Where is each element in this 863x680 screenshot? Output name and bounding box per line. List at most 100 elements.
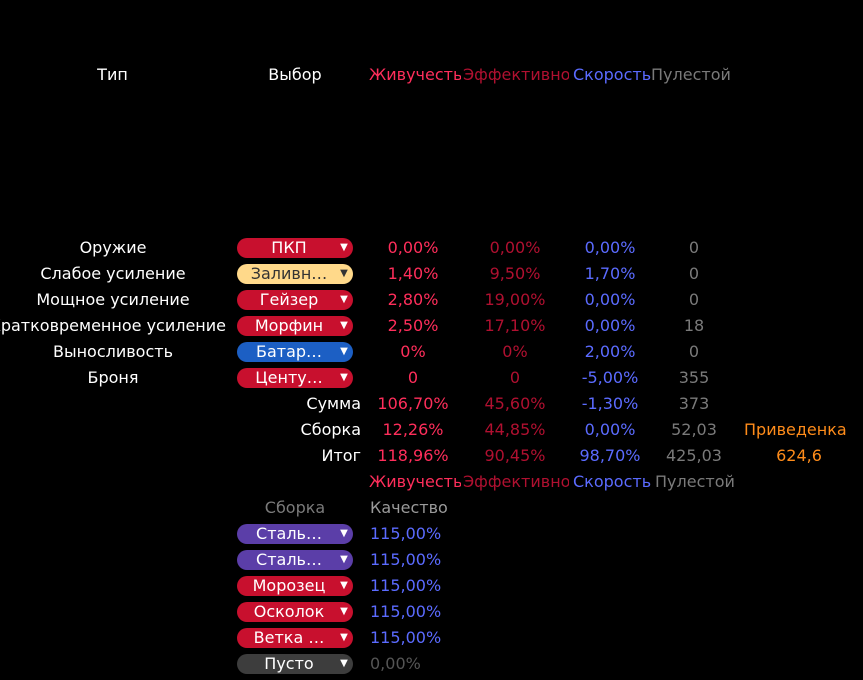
- dropdown-label: Сталь…: [256, 524, 322, 543]
- empty-value: 425,03: [666, 446, 722, 465]
- quality-value: 115,00%: [370, 602, 442, 621]
- vitality-value: 0,00%: [387, 238, 439, 257]
- speed-value: 2,00%: [584, 342, 636, 361]
- dropdown-label: ПКП: [271, 238, 307, 257]
- speed-value: 0,00%: [584, 316, 636, 335]
- row-name: Мощное усиление: [36, 290, 190, 309]
- dropdown-arrow-icon: ▼: [340, 658, 348, 669]
- build-dropdown[interactable]: Морозец ▼: [237, 576, 353, 596]
- header-empty: Пулестой: [651, 65, 731, 84]
- dropdown-label: Сталь…: [256, 550, 322, 569]
- header-speed: Скорость: [573, 65, 652, 84]
- efficiency-value: 45,60%: [484, 394, 546, 413]
- empty-value: 0: [688, 238, 700, 257]
- efficiency-value: 17,10%: [484, 316, 546, 335]
- build-dropdown[interactable]: Ветка … ▼: [237, 628, 353, 648]
- vitality-value: 0: [407, 368, 419, 387]
- quality-value: 0,00%: [370, 654, 421, 673]
- empty-value: 0: [688, 342, 700, 361]
- header-choice: Выбор: [268, 65, 322, 84]
- build-dropdown[interactable]: Сталь… ▼: [237, 524, 353, 544]
- strong-boost-dropdown[interactable]: Гейзер ▼: [237, 290, 353, 310]
- header2-vitality: Живучесть: [369, 472, 461, 491]
- empty-value: 373: [678, 394, 710, 413]
- quality-value: 115,00%: [370, 576, 442, 595]
- quality-value: 115,00%: [370, 628, 442, 647]
- vitality-value: 106,70%: [377, 394, 449, 413]
- vitality-value: 2,80%: [387, 290, 439, 309]
- empty-value: 0: [688, 290, 700, 309]
- row-name: Выносливость: [52, 342, 174, 361]
- header2-speed: Скорость: [573, 472, 652, 491]
- header2-efficiency: Эффективность: [463, 472, 569, 491]
- dropdown-arrow-icon: ▼: [340, 242, 348, 253]
- empty-value: 355: [678, 368, 710, 387]
- quality-header: Качество: [370, 498, 448, 517]
- dropdown-label: Морфин: [254, 316, 324, 335]
- speed-value: 0,00%: [584, 238, 636, 257]
- efficiency-value: 44,85%: [484, 420, 546, 439]
- efficiency-value: 0,00%: [489, 238, 541, 257]
- row-name: Слабое усиление: [40, 264, 186, 283]
- build-dropdown[interactable]: Осколок ▼: [237, 602, 353, 622]
- header2-empty: Пулестой: [655, 472, 735, 491]
- dropdown-arrow-icon: ▼: [340, 346, 348, 357]
- armor-dropdown[interactable]: Центу… ▼: [237, 368, 353, 388]
- vitality-value: 2,50%: [387, 316, 439, 335]
- dropdown-arrow-icon: ▼: [340, 320, 348, 331]
- empty-value: 0: [688, 264, 700, 283]
- total-label: Сумма: [306, 394, 361, 413]
- stamina-dropdown[interactable]: Батар… ▼: [237, 342, 353, 362]
- row-name: Броня: [87, 368, 139, 387]
- dropdown-label: Морозец: [252, 576, 326, 595]
- empty-value: 52,03: [671, 420, 717, 439]
- row-name: Оружие: [79, 238, 147, 257]
- dropdown-label: Ветка …: [253, 628, 325, 647]
- efficiency-value: 0: [509, 368, 521, 387]
- weak-boost-dropdown[interactable]: Заливн… ▼: [237, 264, 353, 284]
- dropdown-label: Осколок: [253, 602, 325, 621]
- speed-value: 1,70%: [584, 264, 636, 283]
- header-efficiency: Эффективность: [463, 65, 569, 84]
- total-label: Сборка: [300, 420, 361, 439]
- build-dropdown[interactable]: Сталь… ▼: [237, 550, 353, 570]
- vitality-value: 12,26%: [382, 420, 444, 439]
- build-dropdown[interactable]: Пусто ▼: [237, 654, 353, 674]
- speed-value: 98,70%: [579, 446, 641, 465]
- row-name: Кратковременное усиление: [0, 316, 226, 335]
- dropdown-arrow-icon: ▼: [340, 294, 348, 305]
- dropdown-arrow-icon: ▼: [340, 606, 348, 617]
- dropdown-arrow-icon: ▼: [340, 528, 348, 539]
- vitality-value: 1,40%: [387, 264, 439, 283]
- speed-value: -5,00%: [581, 368, 639, 387]
- speed-value: -1,30%: [581, 394, 639, 413]
- efficiency-value: 90,45%: [484, 446, 546, 465]
- efficiency-value: 0%: [502, 342, 528, 361]
- dropdown-label: Центу…: [255, 368, 323, 387]
- empty-value: 18: [683, 316, 705, 335]
- speed-value: 0,00%: [584, 290, 636, 309]
- total-label: Итог: [321, 446, 361, 465]
- vitality-value: 118,96%: [377, 446, 449, 465]
- dropdown-label: Гейзер: [259, 290, 319, 309]
- speed-value: 0,00%: [584, 420, 636, 439]
- dropdown-arrow-icon: ▼: [340, 372, 348, 383]
- dropdown-label: Батар…: [255, 342, 323, 361]
- dropdown-arrow-icon: ▼: [340, 554, 348, 565]
- build-header: Сборка: [264, 498, 326, 517]
- header-vitality: Живучесть: [369, 65, 461, 84]
- weapon-dropdown[interactable]: ПКП ▼: [237, 238, 353, 258]
- reduced-value: 624,6: [776, 446, 822, 465]
- quality-value: 115,00%: [370, 550, 442, 569]
- reduced-label: Приведенка: [744, 420, 847, 439]
- efficiency-value: 9,50%: [489, 264, 541, 283]
- header-type: Тип: [97, 65, 128, 84]
- dropdown-arrow-icon: ▼: [340, 580, 348, 591]
- short-boost-dropdown[interactable]: Морфин ▼: [237, 316, 353, 336]
- vitality-value: 0%: [400, 342, 426, 361]
- dropdown-label: Заливн…: [250, 264, 328, 283]
- quality-value: 115,00%: [370, 524, 442, 543]
- dropdown-label: Пусто: [264, 654, 314, 673]
- dropdown-arrow-icon: ▼: [340, 268, 348, 279]
- efficiency-value: 19,00%: [484, 290, 546, 309]
